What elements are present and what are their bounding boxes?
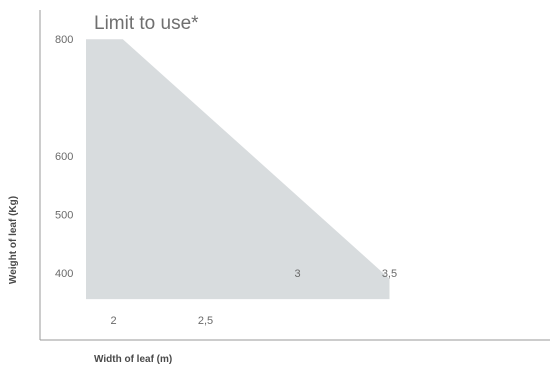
x-axis-label: Width of leaf (m) <box>94 354 172 365</box>
inner-x-label: 3 <box>294 268 300 280</box>
y-tick-label: 400 <box>55 268 73 280</box>
x-tick-labels: 2 2,5 <box>111 315 214 327</box>
y-tick-label: 500 <box>55 209 73 221</box>
x-tick-label: 2 <box>111 315 117 327</box>
area-series-shape <box>86 39 390 300</box>
x-tick-label: 2,5 <box>198 315 213 327</box>
plot-area <box>86 39 390 300</box>
y-tick-label: 800 <box>55 34 73 46</box>
inner-x-label: 3,5 <box>382 268 397 280</box>
inner-labels: 3 3,5 <box>294 268 397 280</box>
y-tick-label: 600 <box>55 151 73 163</box>
y-tick-labels: 400 500 600 800 <box>55 34 73 280</box>
chart-title: Limit to use* <box>94 13 199 34</box>
y-axis-label: Weight of leaf (Kg) <box>8 196 19 284</box>
